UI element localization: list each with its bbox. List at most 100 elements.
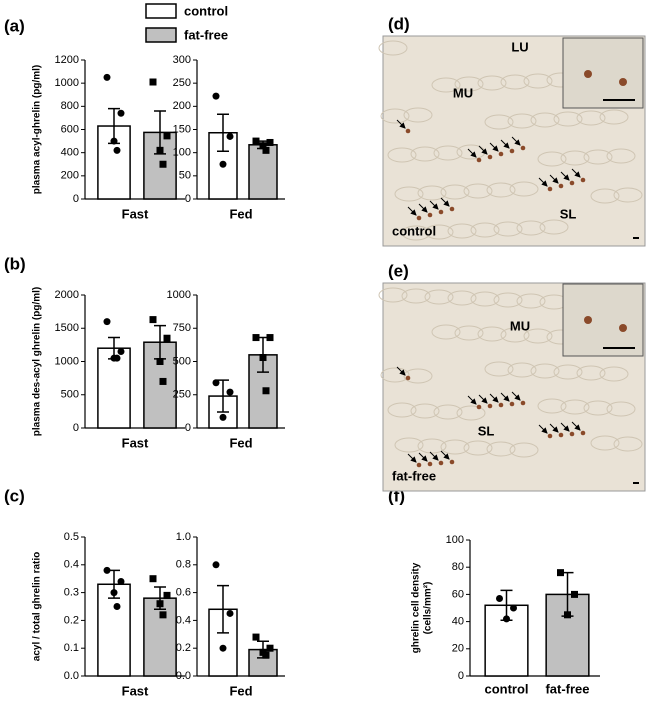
tissue [484, 114, 514, 130]
y-tick-label: 100 [173, 147, 191, 159]
arrow [571, 421, 581, 431]
ghrelin-cell [498, 151, 504, 157]
data-point [219, 413, 227, 421]
tissue [424, 224, 454, 240]
ghrelin-cell [558, 183, 564, 189]
data-point [159, 160, 167, 168]
inset [562, 37, 644, 109]
arrow [429, 451, 439, 461]
y-tick-label: 1200 [55, 54, 79, 66]
y-tick-label: 0.2 [176, 642, 191, 654]
ghrelin-cell [438, 209, 444, 215]
tissue [417, 438, 447, 454]
x-axis-label: Fast [122, 435, 149, 450]
tissue [401, 225, 431, 241]
data-point [266, 644, 274, 652]
data-point [163, 591, 171, 599]
tissue [553, 364, 583, 380]
tissue [606, 401, 636, 417]
y-tick-label: 0.5 [64, 531, 79, 543]
arrow [538, 177, 548, 187]
data-point [571, 590, 578, 598]
tissue [523, 73, 553, 89]
y-tick-label: 0.1 [64, 642, 79, 654]
y-tick-label: 0.0 [64, 670, 79, 682]
tissue [433, 404, 463, 420]
y-tick-label: 0.0 [176, 670, 191, 682]
arrow [560, 171, 570, 181]
arrow [571, 168, 581, 178]
tissue [440, 184, 470, 200]
ghrelin-cell [580, 177, 586, 183]
data-point [259, 142, 267, 150]
tissue [500, 74, 530, 90]
tissue [539, 219, 569, 235]
tissue [560, 150, 590, 166]
ghrelin-cell [405, 375, 411, 381]
y-tick-label: 500 [173, 355, 191, 367]
tissue [470, 222, 500, 238]
y-tick-label: 600 [61, 123, 79, 135]
tissue [431, 77, 461, 93]
tissue [401, 288, 431, 304]
tissue [507, 362, 537, 378]
arrow [418, 203, 428, 213]
y-tick-label: 0 [185, 422, 191, 434]
y-axis-label: plasma des-acyl ghrelin (pg/ml) [32, 287, 43, 436]
tissue [403, 107, 433, 123]
y-tick-label: 50 [179, 170, 191, 182]
y-tick-label: 1000 [167, 289, 191, 301]
y-tick-label: 0.6 [176, 587, 191, 599]
y-tick-label: 0 [458, 670, 464, 682]
tissue [537, 151, 567, 167]
ghrelin-cell [584, 70, 592, 78]
arrow [500, 139, 510, 149]
tissue [410, 403, 440, 419]
region-label: LU [511, 39, 528, 54]
y-tick-label: 1500 [55, 322, 79, 334]
ghrelin-cell [487, 403, 493, 409]
arrow [440, 197, 450, 207]
ghrelin-cell [580, 430, 586, 436]
y-axis-label: plasma acyl-ghrelin (pg/ml) [32, 65, 43, 194]
tissue [477, 326, 507, 342]
data-point [262, 146, 270, 154]
data-point [149, 78, 157, 86]
ghrelin-cell [520, 145, 526, 151]
tissue [576, 365, 606, 381]
y-tick-label: 150 [173, 123, 191, 135]
y-tick-label: 0.8 [176, 559, 191, 571]
data-point [259, 354, 267, 362]
y-tick-label: 0.2 [64, 614, 79, 626]
panel-label: (d) [388, 14, 410, 33]
data-point [503, 615, 510, 623]
ghrelin-cell [438, 460, 444, 466]
arrow [489, 142, 499, 152]
x-axis-label: Fast [122, 206, 149, 221]
inset [562, 283, 644, 357]
y-tick-label: 0 [73, 193, 79, 205]
tissue [394, 437, 424, 453]
data-point [226, 609, 234, 617]
ghrelin-cell [569, 180, 575, 186]
x-axis-label: Fast [122, 683, 149, 698]
tissue [599, 109, 629, 125]
data-point [110, 589, 118, 597]
tissue [387, 147, 417, 163]
tissue [424, 289, 454, 305]
ghrelin-cell [476, 157, 482, 163]
tissue [486, 182, 516, 198]
data-point [226, 388, 234, 396]
data-point [262, 651, 270, 659]
arrow [467, 395, 477, 405]
ghrelin-cell [619, 324, 627, 332]
panel-label: (e) [388, 261, 409, 280]
ghrelin-cell [416, 462, 422, 468]
tissue [484, 361, 514, 377]
arrow [440, 450, 450, 460]
tissue [516, 293, 546, 309]
tissue [463, 183, 493, 199]
tissue [433, 145, 463, 161]
y-tick-label: 200 [61, 170, 79, 182]
